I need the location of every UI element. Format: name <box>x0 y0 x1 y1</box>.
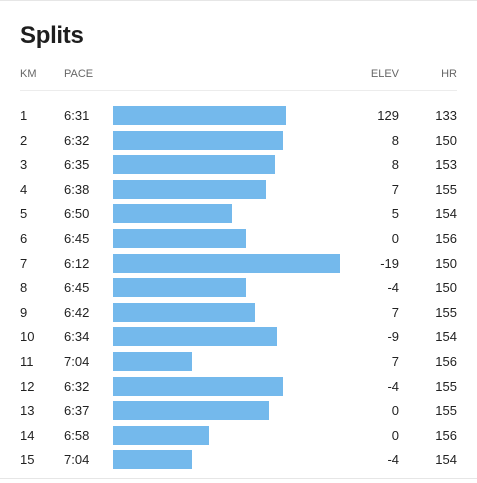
bottom-divider <box>0 478 477 479</box>
split-hr: 155 <box>435 304 457 320</box>
split-pace: 6:12 <box>64 255 90 271</box>
split-hr: 155 <box>435 181 457 197</box>
split-pace: 6:31 <box>64 108 90 123</box>
split-km: 6 <box>20 230 28 246</box>
split-row: 2 6:32 8 150 <box>0 129 477 154</box>
split-pace: 6:32 <box>64 378 90 394</box>
column-header-hr: HR <box>441 68 457 80</box>
split-elev: -9 <box>387 329 399 345</box>
split-pace: 6:50 <box>64 206 90 222</box>
split-pace: 6:45 <box>64 230 90 246</box>
split-km: 12 <box>20 378 35 394</box>
splits-table: 1 6:31 129 133 2 6:32 8 150 3 6:35 8 153 4 6:38 7 155 5 6… <box>0 104 477 473</box>
split-row: 11 7:04 7 156 <box>0 350 477 375</box>
split-hr: 154 <box>435 452 457 468</box>
split-pace: 6:35 <box>64 157 90 173</box>
split-row: 4 6:38 7 155 <box>0 178 477 203</box>
split-elev: 7 <box>391 353 399 369</box>
split-hr: 156 <box>435 427 457 443</box>
split-elev: -4 <box>387 452 399 468</box>
split-hr: 156 <box>435 353 457 369</box>
split-hr: 156 <box>435 230 457 246</box>
split-row: 7 6:12 -19 150 <box>0 252 477 277</box>
split-row: 12 6:32 -4 155 <box>0 375 477 400</box>
split-km: 9 <box>20 304 28 320</box>
pace-bar <box>113 302 255 322</box>
split-row: 10 6:34 -9 154 <box>0 325 477 350</box>
split-km: 5 <box>20 206 28 222</box>
split-elev: 7 <box>391 181 399 197</box>
split-row: 9 6:42 7 155 <box>0 301 477 326</box>
split-row: 13 6:37 0 155 <box>0 399 477 424</box>
split-km: 8 <box>20 280 28 296</box>
pace-bar <box>113 106 286 125</box>
pace-bar <box>113 450 192 470</box>
split-pace: 6:34 <box>64 329 90 345</box>
split-row: 15 7:04 -4 154 <box>0 448 477 473</box>
split-row: 5 6:50 5 154 <box>0 202 477 227</box>
pace-bar <box>113 351 192 371</box>
split-elev: -19 <box>380 255 399 271</box>
top-divider <box>0 0 477 1</box>
split-elev: 7 <box>391 304 399 320</box>
pace-bar <box>113 327 278 347</box>
split-row: 6 6:45 0 156 <box>0 227 477 252</box>
split-pace: 6:37 <box>64 403 90 419</box>
pace-bar <box>113 376 284 396</box>
split-pace: 6:38 <box>64 181 90 197</box>
split-km: 15 <box>20 452 35 468</box>
split-hr: 154 <box>435 206 457 222</box>
column-header-pace: PACE <box>64 68 94 80</box>
pace-bar <box>113 155 275 175</box>
pace-bar <box>113 425 210 445</box>
split-hr: 154 <box>435 329 457 345</box>
split-pace: 6:42 <box>64 304 90 320</box>
pace-bar <box>113 253 340 273</box>
split-elev: 8 <box>391 132 399 148</box>
split-pace: 6:32 <box>64 132 90 148</box>
page-title: Splits <box>20 22 84 49</box>
split-hr: 150 <box>435 280 457 296</box>
split-hr: 153 <box>435 157 457 173</box>
split-elev: 0 <box>391 230 399 246</box>
split-row: 14 6:58 0 156 <box>0 424 477 449</box>
split-km: 1 <box>20 108 28 123</box>
pace-bar <box>113 401 269 421</box>
pace-bar <box>113 179 266 199</box>
split-elev: 0 <box>391 403 399 419</box>
split-km: 10 <box>20 329 35 345</box>
split-km: 3 <box>20 157 28 173</box>
split-pace: 6:45 <box>64 280 90 296</box>
split-km: 4 <box>20 181 28 197</box>
split-km: 11 <box>20 353 34 369</box>
split-km: 7 <box>20 255 28 271</box>
pace-bar <box>113 278 247 298</box>
split-hr: 133 <box>435 108 457 123</box>
split-km: 2 <box>20 132 28 148</box>
split-elev: 129 <box>377 108 399 123</box>
split-hr: 150 <box>435 132 457 148</box>
split-elev: -4 <box>387 280 399 296</box>
split-elev: 0 <box>391 427 399 443</box>
split-hr: 155 <box>435 403 457 419</box>
split-hr: 150 <box>435 255 457 271</box>
split-pace: 6:58 <box>64 427 90 443</box>
split-km: 14 <box>20 427 35 443</box>
header-divider <box>20 90 457 91</box>
split-row: 3 6:35 8 153 <box>0 153 477 178</box>
pace-bar <box>113 228 247 248</box>
split-elev: 8 <box>391 157 399 173</box>
split-hr: 155 <box>435 378 457 394</box>
split-km: 13 <box>20 403 35 419</box>
split-row: 1 6:31 129 133 <box>0 104 477 129</box>
split-elev: -4 <box>387 378 399 394</box>
column-header-elev: ELEV <box>370 68 399 80</box>
pace-bar <box>113 130 284 150</box>
split-row: 8 6:45 -4 150 <box>0 276 477 301</box>
split-pace: 7:04 <box>64 353 90 369</box>
split-elev: 5 <box>391 206 399 222</box>
column-header-km: KM <box>20 68 37 80</box>
split-pace: 7:04 <box>64 452 90 468</box>
pace-bar <box>113 204 232 224</box>
